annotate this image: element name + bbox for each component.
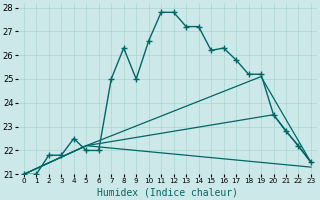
X-axis label: Humidex (Indice chaleur): Humidex (Indice chaleur) (97, 187, 238, 197)
